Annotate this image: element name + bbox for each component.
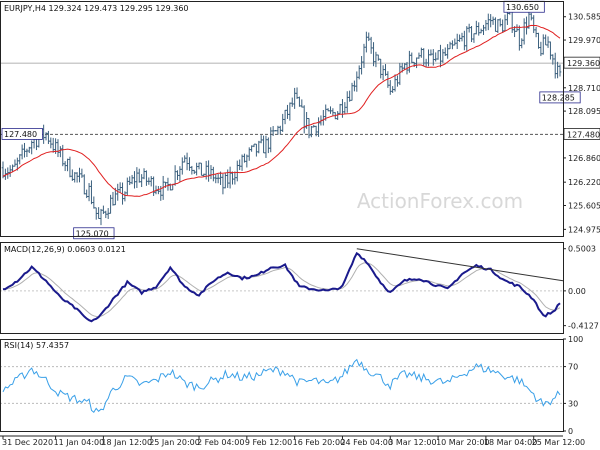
x-tick-label: 18 Jan 12:00 <box>101 438 152 447</box>
support-price-label: 127.480 <box>567 130 600 139</box>
price-callout-label: 125.070 <box>76 229 109 238</box>
x-tick-label: 10 Mar 20:00 <box>436 438 489 447</box>
rsi-line <box>2 358 561 414</box>
moving-average-line <box>2 24 561 197</box>
x-tick-label: 11 Jan 04:00 <box>54 438 105 447</box>
macd-line <box>2 251 561 323</box>
watermark: ActionForex.com <box>357 189 523 213</box>
x-tick-label: 25 Mar 12:00 <box>532 438 585 447</box>
rsi-tick-label: 100 <box>568 335 583 344</box>
rsi-title: RSI(14) 57.4357 <box>4 341 69 350</box>
x-tick-label: 16 Feb 20:00 <box>293 438 345 447</box>
price-callout-box <box>539 91 581 104</box>
x-tick-label: 9 Feb 12:00 <box>245 438 292 447</box>
price-tick-label: 126.220 <box>568 178 600 187</box>
rsi-panel[interactable]: 100 70 30 0 <box>0 335 583 436</box>
price-callout-label: 130.650 <box>506 3 539 12</box>
price-tick-label: 130.585 <box>568 13 600 22</box>
x-tick-label: 18 Mar 04:00 <box>484 438 537 447</box>
x-tick-label: 31 Dec 2020 <box>2 438 53 447</box>
price-callout-label: 127.480 <box>4 130 37 139</box>
price-tick-label: 129.970 <box>568 36 600 45</box>
price-tick-label: 126.860 <box>568 154 600 163</box>
macd-frame <box>0 242 564 334</box>
macd-trendline <box>356 248 564 282</box>
price-frame <box>0 1 564 237</box>
rsi-tick-label: 70 <box>568 363 578 372</box>
current-price-label: 129.360 <box>567 59 600 68</box>
price-callout-label: 128.285 <box>542 93 575 102</box>
macd-tick-label: -0.4127 <box>568 322 599 331</box>
x-tick-label: 25 Jan 20:00 <box>149 438 200 447</box>
x-tick-label: 3 Mar 12:00 <box>388 438 436 447</box>
symbol-header: EURJPY,H4 129.324 129.473 129.295 129.36… <box>4 4 189 13</box>
rsi-tick-label: 30 <box>568 399 578 408</box>
macd-title: MACD(12,26,9) 0.0603 0.0121 <box>4 245 126 254</box>
price-panel[interactable]: 130.585 129.970 129.360 128.710 128.095 127.4… <box>0 0 600 240</box>
price-tick-label: 128.095 <box>568 107 600 116</box>
price-callout-box <box>73 227 115 240</box>
price-tick-label: 128.710 <box>568 84 600 93</box>
price-tick-label: 125.605 <box>568 201 600 210</box>
price-tick-label: 124.975 <box>568 225 600 234</box>
macd-tick-label: 0.5003 <box>568 245 596 254</box>
x-tick-label: 2 Feb 04:00 <box>197 438 244 447</box>
rsi-frame <box>0 339 564 432</box>
macd-panel[interactable]: 0.5003 0.00 -0.4127 <box>0 245 599 331</box>
price-callout-box <box>1 128 43 140</box>
rsi-tick-label: 0 <box>568 427 573 436</box>
macd-signal-line <box>2 262 561 318</box>
watermark-text: ActionForex.com <box>357 189 523 213</box>
macd-tick-label: 0.00 <box>568 287 586 296</box>
x-tick-label: 24 Feb 04:00 <box>340 438 392 447</box>
